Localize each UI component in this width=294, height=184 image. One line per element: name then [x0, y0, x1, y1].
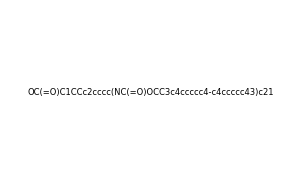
Text: OC(=O)C1CCc2cccc(NC(=O)OCC3c4ccccc4-c4ccccc43)c21: OC(=O)C1CCc2cccc(NC(=O)OCC3c4ccccc4-c4cc…	[27, 89, 274, 97]
